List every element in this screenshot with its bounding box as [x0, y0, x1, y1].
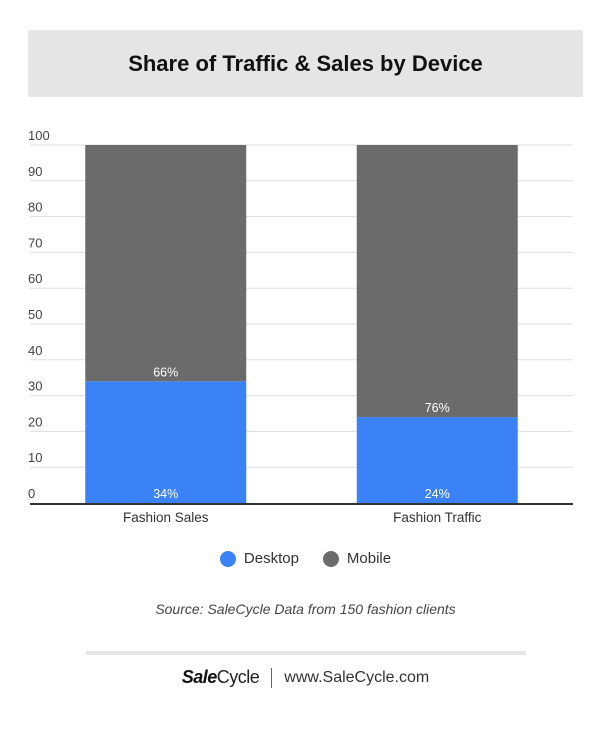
y-tick-label: 70	[28, 235, 42, 250]
legend-label-desktop: Desktop	[243, 550, 299, 567]
bar-mobile	[356, 145, 518, 418]
bar-mobile	[85, 145, 247, 382]
y-tick-label: 30	[28, 379, 42, 394]
legend-label-mobile: Mobile	[346, 550, 392, 567]
y-tick-label: 60	[28, 271, 42, 286]
data-label: 66%	[153, 365, 178, 379]
legend-swatch-mobile	[322, 550, 339, 567]
source-note: Source: SaleCycle Data from 150 fashion …	[155, 601, 456, 617]
data-label: 34%	[153, 487, 178, 501]
bar-desktop	[356, 417, 518, 503]
chart-title: Share of Traffic & Sales by Device	[128, 50, 483, 76]
y-tick-label: 20	[28, 414, 42, 429]
y-tick-label: 50	[28, 307, 42, 322]
y-tick-label: 10	[28, 450, 42, 465]
x-tick-label: Fashion Traffic	[393, 510, 482, 525]
y-tick-label: 90	[28, 164, 42, 179]
y-tick-label: 100	[28, 128, 50, 143]
footer: SaleCycle www.SaleCycle.com	[0, 667, 611, 688]
y-tick-label: 80	[28, 200, 42, 215]
legend-item-desktop: Desktop	[219, 550, 299, 567]
legend-item-mobile: Mobile	[322, 550, 392, 567]
y-tick-label: 0	[28, 486, 35, 501]
brand-logo: SaleCycle	[181, 667, 260, 687]
y-tick-label: 40	[28, 343, 42, 358]
title-box: Share of Traffic & Sales by Device	[28, 30, 583, 97]
footer-url: www.SaleCycle.com	[284, 668, 430, 686]
bar-desktop	[85, 381, 247, 503]
legend: Desktop Mobile	[0, 550, 611, 567]
footer-divider	[86, 651, 526, 655]
legend-swatch-desktop	[219, 550, 236, 567]
data-label: 76%	[425, 401, 450, 415]
footer-separator	[271, 667, 273, 688]
data-label: 24%	[425, 487, 450, 501]
x-tick-label: Fashion Sales	[123, 510, 209, 525]
stacked-bar-chart: 0 10 20 30 40 50 60 70 80 90 100 34% 66% Fashion Sale…	[28, 128, 573, 525]
